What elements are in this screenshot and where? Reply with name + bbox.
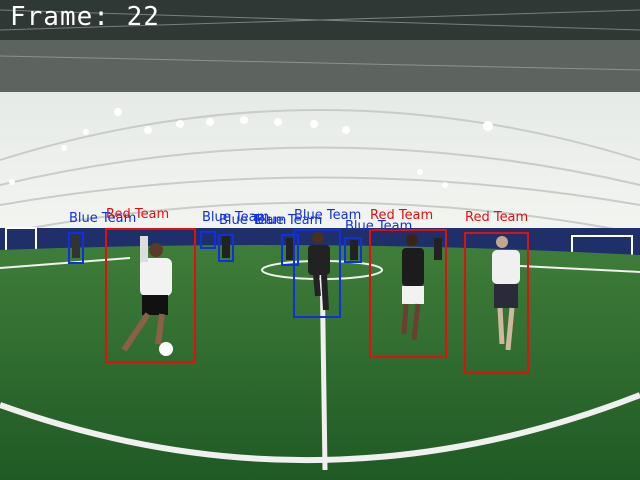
overhead-truss (0, 40, 640, 92)
label-blue-1: Blue Team (69, 211, 137, 226)
detection-boxes (68, 228, 529, 374)
box-blue-6 (344, 237, 362, 263)
label-blue-3: Blue Team (219, 213, 287, 228)
box-blue-2 (200, 231, 216, 249)
label-red-3: Red Team (465, 210, 529, 225)
field-lines (0, 257, 640, 471)
box-red-2 (369, 229, 447, 358)
box-red-1 (105, 228, 196, 363)
ceiling-lights (9, 108, 493, 188)
box-blue-5 (293, 229, 341, 318)
box-blue-4 (281, 234, 299, 266)
box-blue-3 (218, 234, 234, 262)
label-red-1: Red Team (106, 207, 170, 222)
label-blue-4: Blue Team (255, 213, 323, 228)
label-blue-5: Blue Team (294, 208, 362, 223)
frame-counter: Frame: 22 (10, 2, 160, 32)
box-blue-1 (68, 232, 84, 264)
dome-ribs (0, 109, 640, 231)
box-red-3 (464, 232, 529, 374)
label-blue-6: Blue Team (345, 219, 413, 234)
label-blue-2: Blue Team (202, 210, 270, 225)
players (72, 232, 520, 356)
label-red-2: Red Team (370, 208, 434, 223)
